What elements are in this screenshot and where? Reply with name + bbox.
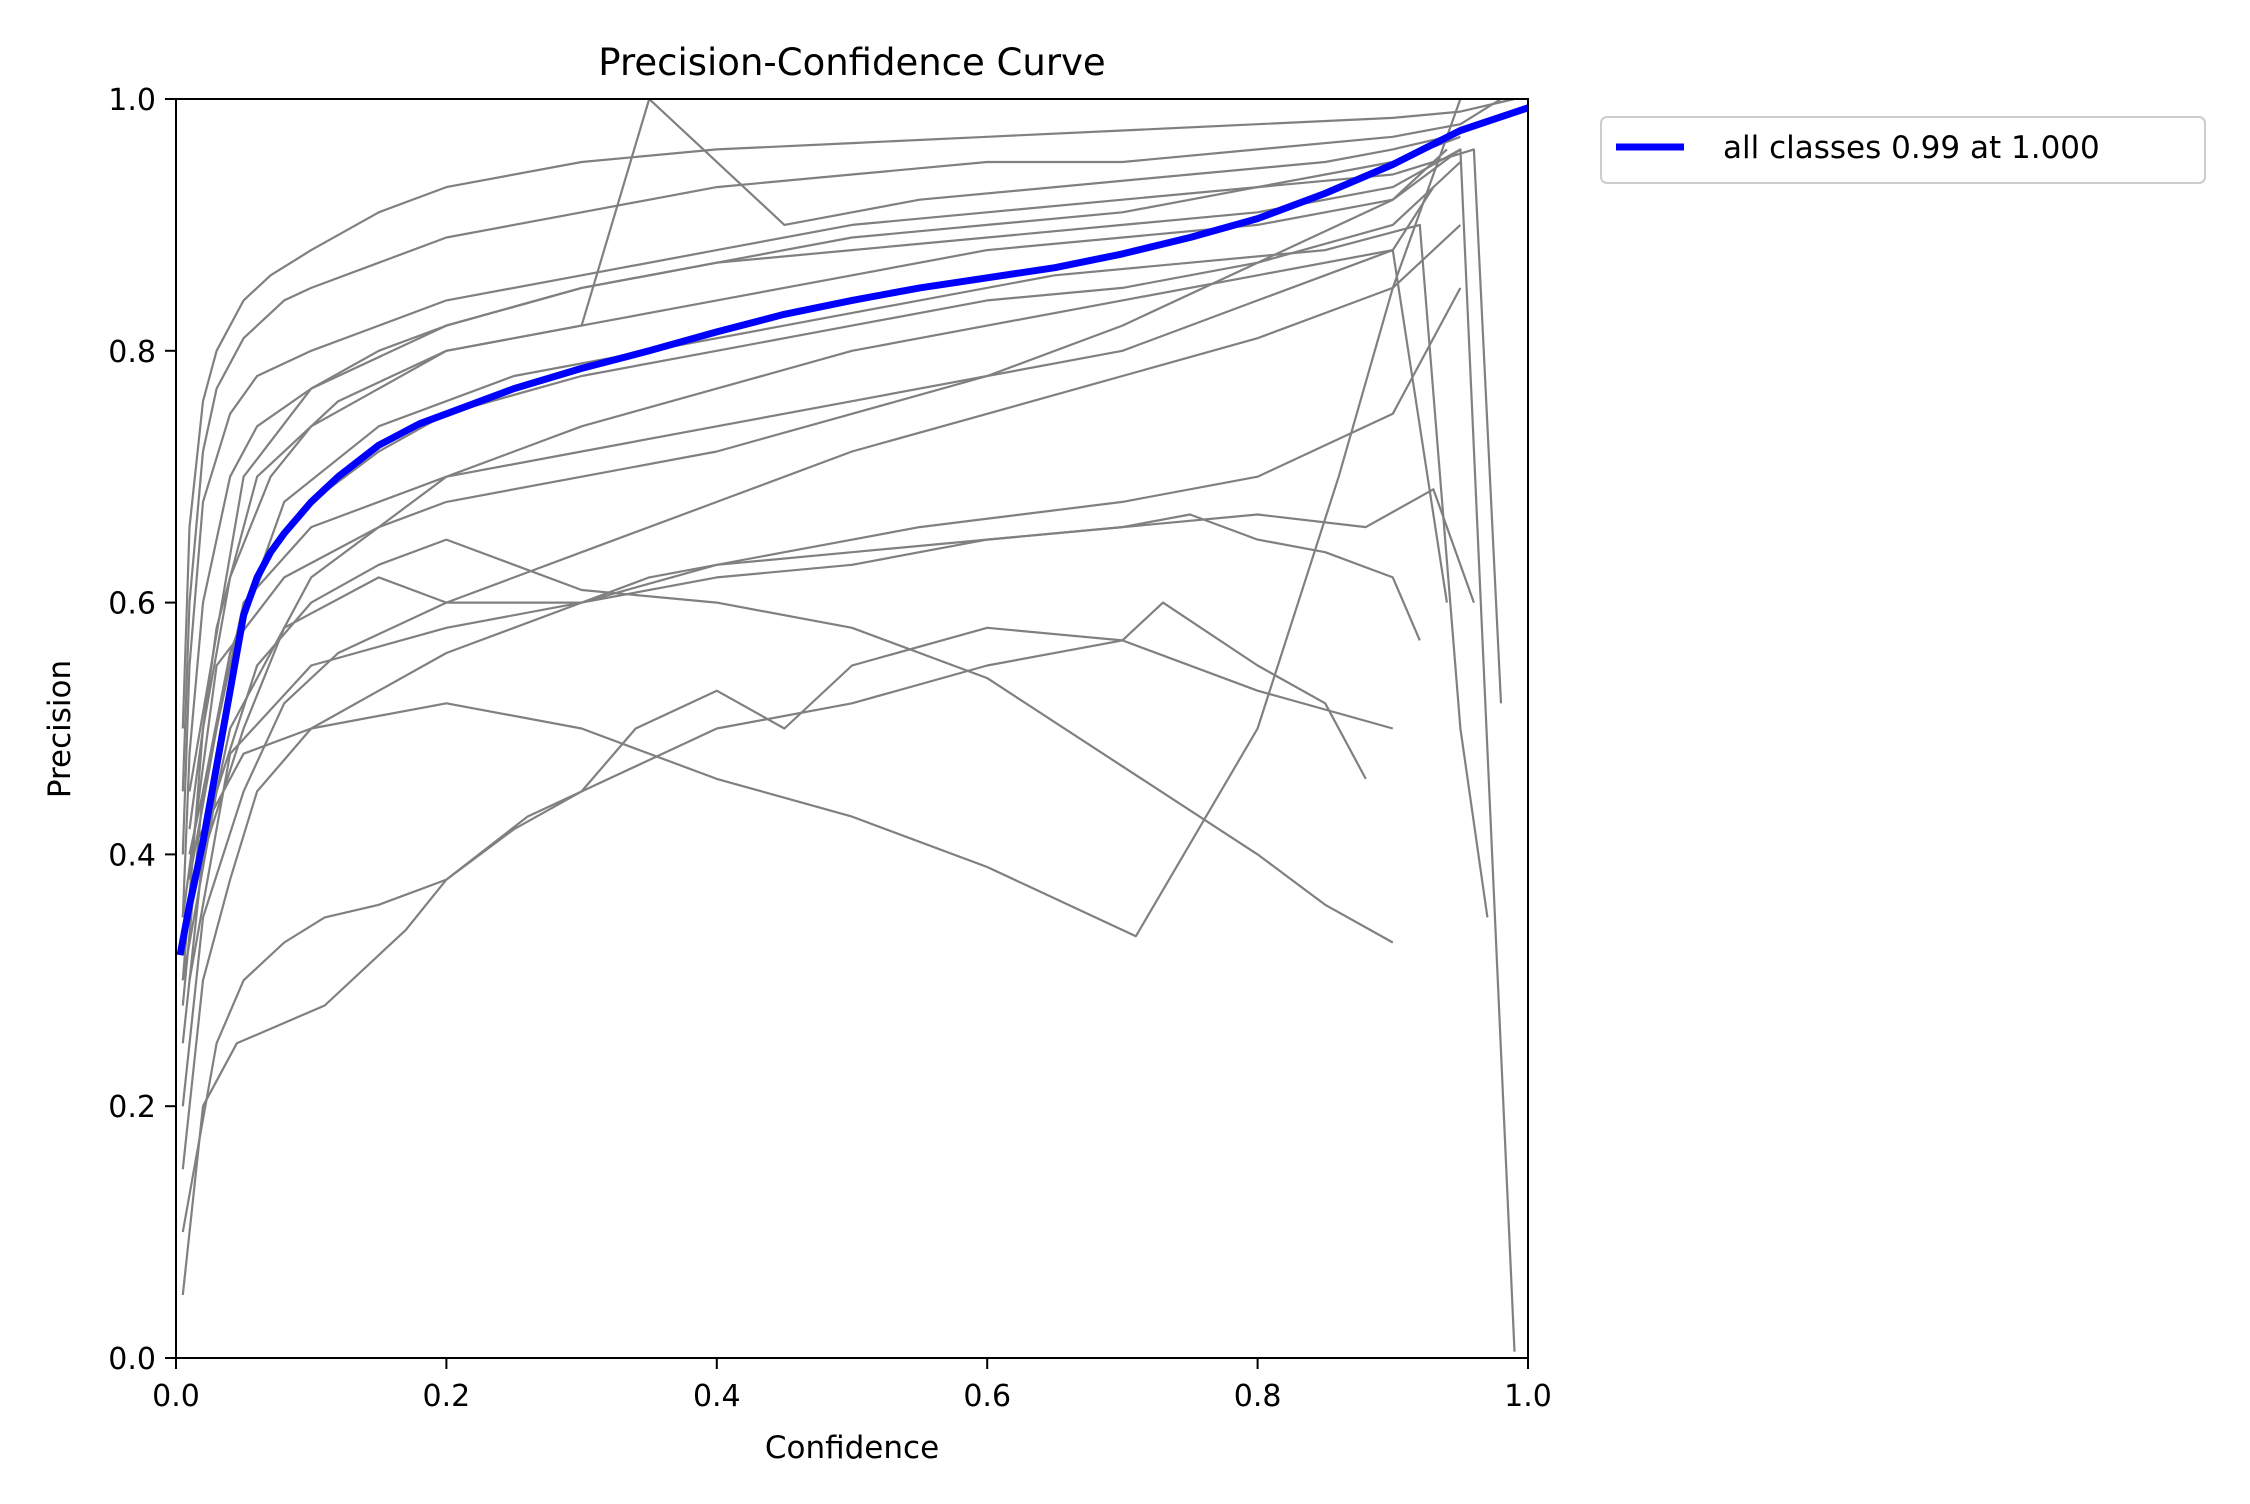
y-tick-label: 0.4 xyxy=(108,838,156,873)
y-tick-label: 0.0 xyxy=(108,1342,156,1377)
series-class-18-line xyxy=(181,148,1516,1352)
x-tick-label: 0.4 xyxy=(693,1379,741,1414)
y-tick-label: 0.8 xyxy=(108,335,156,370)
y-axis: 0.0 0.2 0.4 0.6 0.8 1.0 xyxy=(108,83,176,1377)
series-class-19-line xyxy=(188,513,1421,981)
series-class-10-line xyxy=(181,639,1394,1233)
y-axis-label: Precision xyxy=(42,660,78,798)
x-tick-label: 1.0 xyxy=(1504,1379,1552,1414)
series-class-15-line xyxy=(188,249,1448,855)
series-class-8-line xyxy=(181,224,1462,1107)
x-axis-label: Confidence xyxy=(765,1430,939,1466)
y-tick-label: 1.0 xyxy=(108,83,156,118)
series-class-20-line xyxy=(188,148,1503,792)
series-all-classes-line xyxy=(176,104,1530,956)
series-class-13-line xyxy=(188,98,1462,938)
legend-frame xyxy=(1600,116,2206,184)
legend: all classes 0.99 at 1.000 xyxy=(1600,116,2206,184)
series-class-1-line xyxy=(181,97,1515,729)
x-tick-label: 0.2 xyxy=(423,1379,471,1414)
legend-entry-all-classes: all classes 0.99 at 1.000 xyxy=(1723,130,2100,166)
series-class-11-line xyxy=(181,601,1367,1296)
plot-frame xyxy=(175,98,1529,1359)
series-class-2-line xyxy=(181,98,1502,792)
x-tick-label: 0.6 xyxy=(963,1379,1011,1414)
y-tick-label: 0.2 xyxy=(108,1090,156,1125)
series-class-3-line xyxy=(181,135,1461,855)
plot-area xyxy=(176,97,1530,1352)
x-axis: 0.0 0.2 0.4 0.6 0.8 1.0 xyxy=(152,1358,1552,1414)
chart-title: Precision-Confidence Curve xyxy=(598,41,1105,84)
series-class-14-line xyxy=(188,488,1475,918)
series-class-16-line xyxy=(188,223,1489,918)
x-tick-label: 0.0 xyxy=(152,1379,200,1414)
x-tick-label: 0.8 xyxy=(1234,1379,1282,1414)
y-tick-label: 0.6 xyxy=(108,587,156,622)
series-class-17-line xyxy=(188,97,1448,830)
